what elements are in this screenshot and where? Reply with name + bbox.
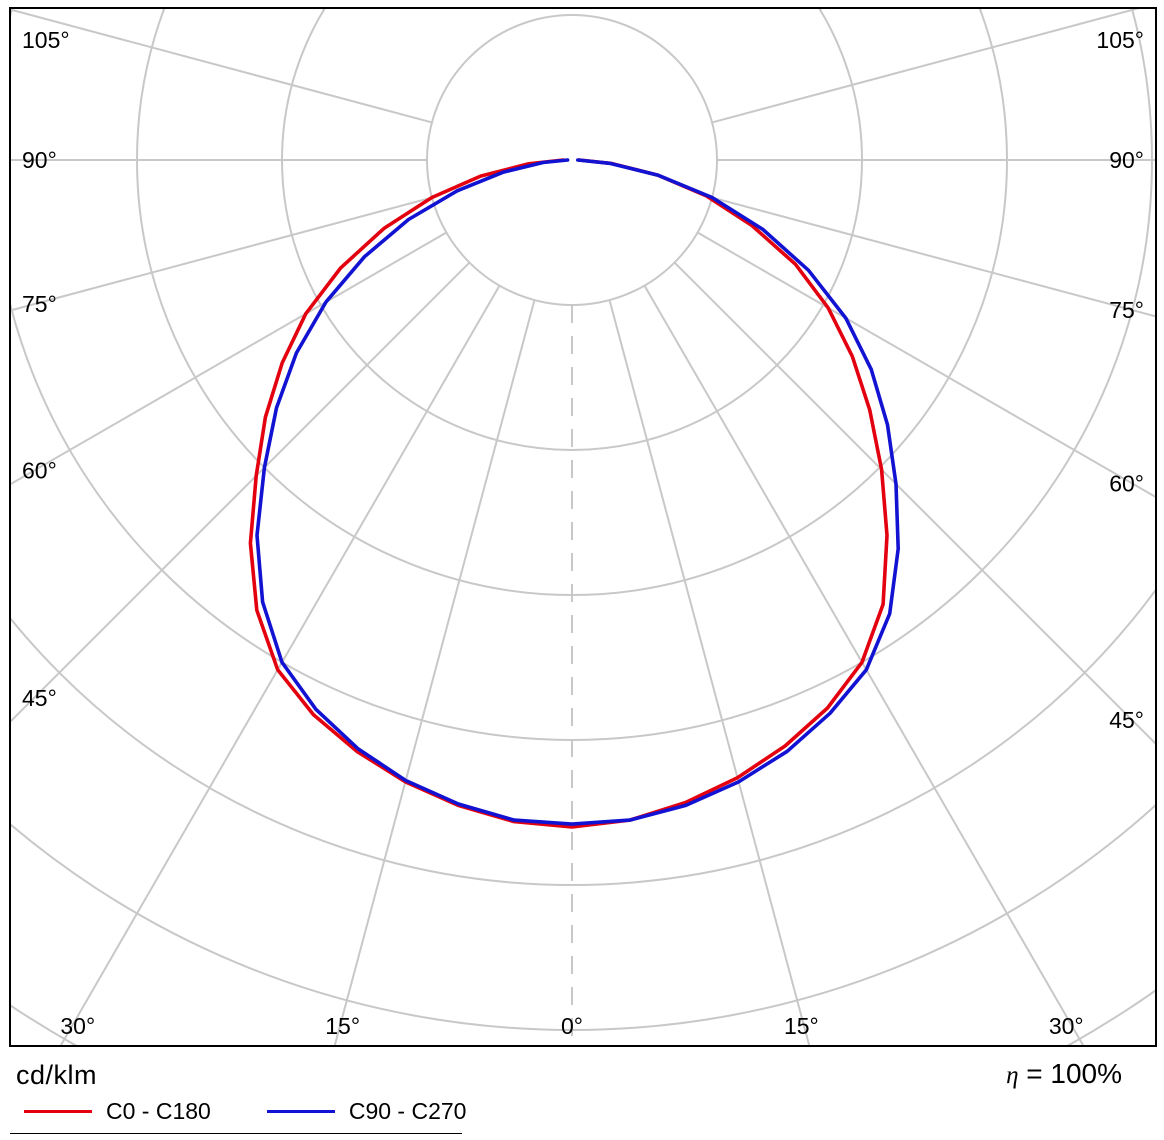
grid-ring <box>11 9 1153 741</box>
grid-ray <box>11 261 471 723</box>
grid-ring <box>11 588 1155 886</box>
grid-ray <box>11 196 433 312</box>
grid-ray <box>11 231 447 486</box>
angle-label: 60° <box>1109 470 1144 496</box>
legend: C0 - C180 C90 - C270 <box>24 1098 466 1125</box>
angle-label: 0° <box>561 1013 583 1039</box>
angle-label: 15° <box>784 1013 819 1039</box>
angle-label: 90° <box>1109 147 1144 173</box>
grid-ring <box>426 14 718 306</box>
angle-label: 75° <box>22 291 57 317</box>
legend-item-c90-c270: C90 - C270 <box>266 1098 467 1125</box>
legend-item-c0-c180: C0 - C180 <box>24 1098 211 1125</box>
curve-C90-C270 <box>255 158 900 826</box>
unit-label: cd/klm <box>16 1060 98 1090</box>
angle-label: 30° <box>60 1013 95 1039</box>
angle-label: 45° <box>1109 707 1144 733</box>
angle-label: 15° <box>325 1013 360 1039</box>
grid-ray <box>11 9 433 124</box>
grid-ring <box>11 804 1155 1031</box>
angle-label: 105° <box>1096 27 1144 53</box>
plot-border <box>9 7 1157 1047</box>
curve-C0-C180 <box>248 158 889 829</box>
efficiency-label: η = 100% <box>1006 1058 1122 1090</box>
angle-label: 45° <box>22 685 57 711</box>
legend-line-c90-c270 <box>266 1110 335 1113</box>
grid-ray <box>333 299 536 1045</box>
angle-label: 90° <box>22 147 57 173</box>
grid-ray <box>608 299 811 1045</box>
eta-value: = 100% <box>1018 1058 1122 1089</box>
angle-label: 30° <box>1049 1013 1084 1039</box>
angle-label: 75° <box>1109 297 1144 323</box>
legend-underline <box>10 1133 462 1134</box>
angle-label: 105° <box>22 27 70 53</box>
legend-line-c0-c180 <box>24 1110 92 1113</box>
grid-ray <box>697 231 1155 498</box>
grid-ray <box>711 9 1140 124</box>
grid-ray <box>59 285 501 1045</box>
grid-ray <box>643 285 1085 1045</box>
legend-label-c0-c180: C0 - C180 <box>106 1098 211 1124</box>
grid-ray <box>711 196 1155 318</box>
angle-label: 60° <box>22 458 57 484</box>
legend-label-c90-c270: C90 - C270 <box>348 1098 467 1124</box>
eta-symbol: η <box>1006 1062 1019 1089</box>
grid-ray <box>673 261 1155 745</box>
